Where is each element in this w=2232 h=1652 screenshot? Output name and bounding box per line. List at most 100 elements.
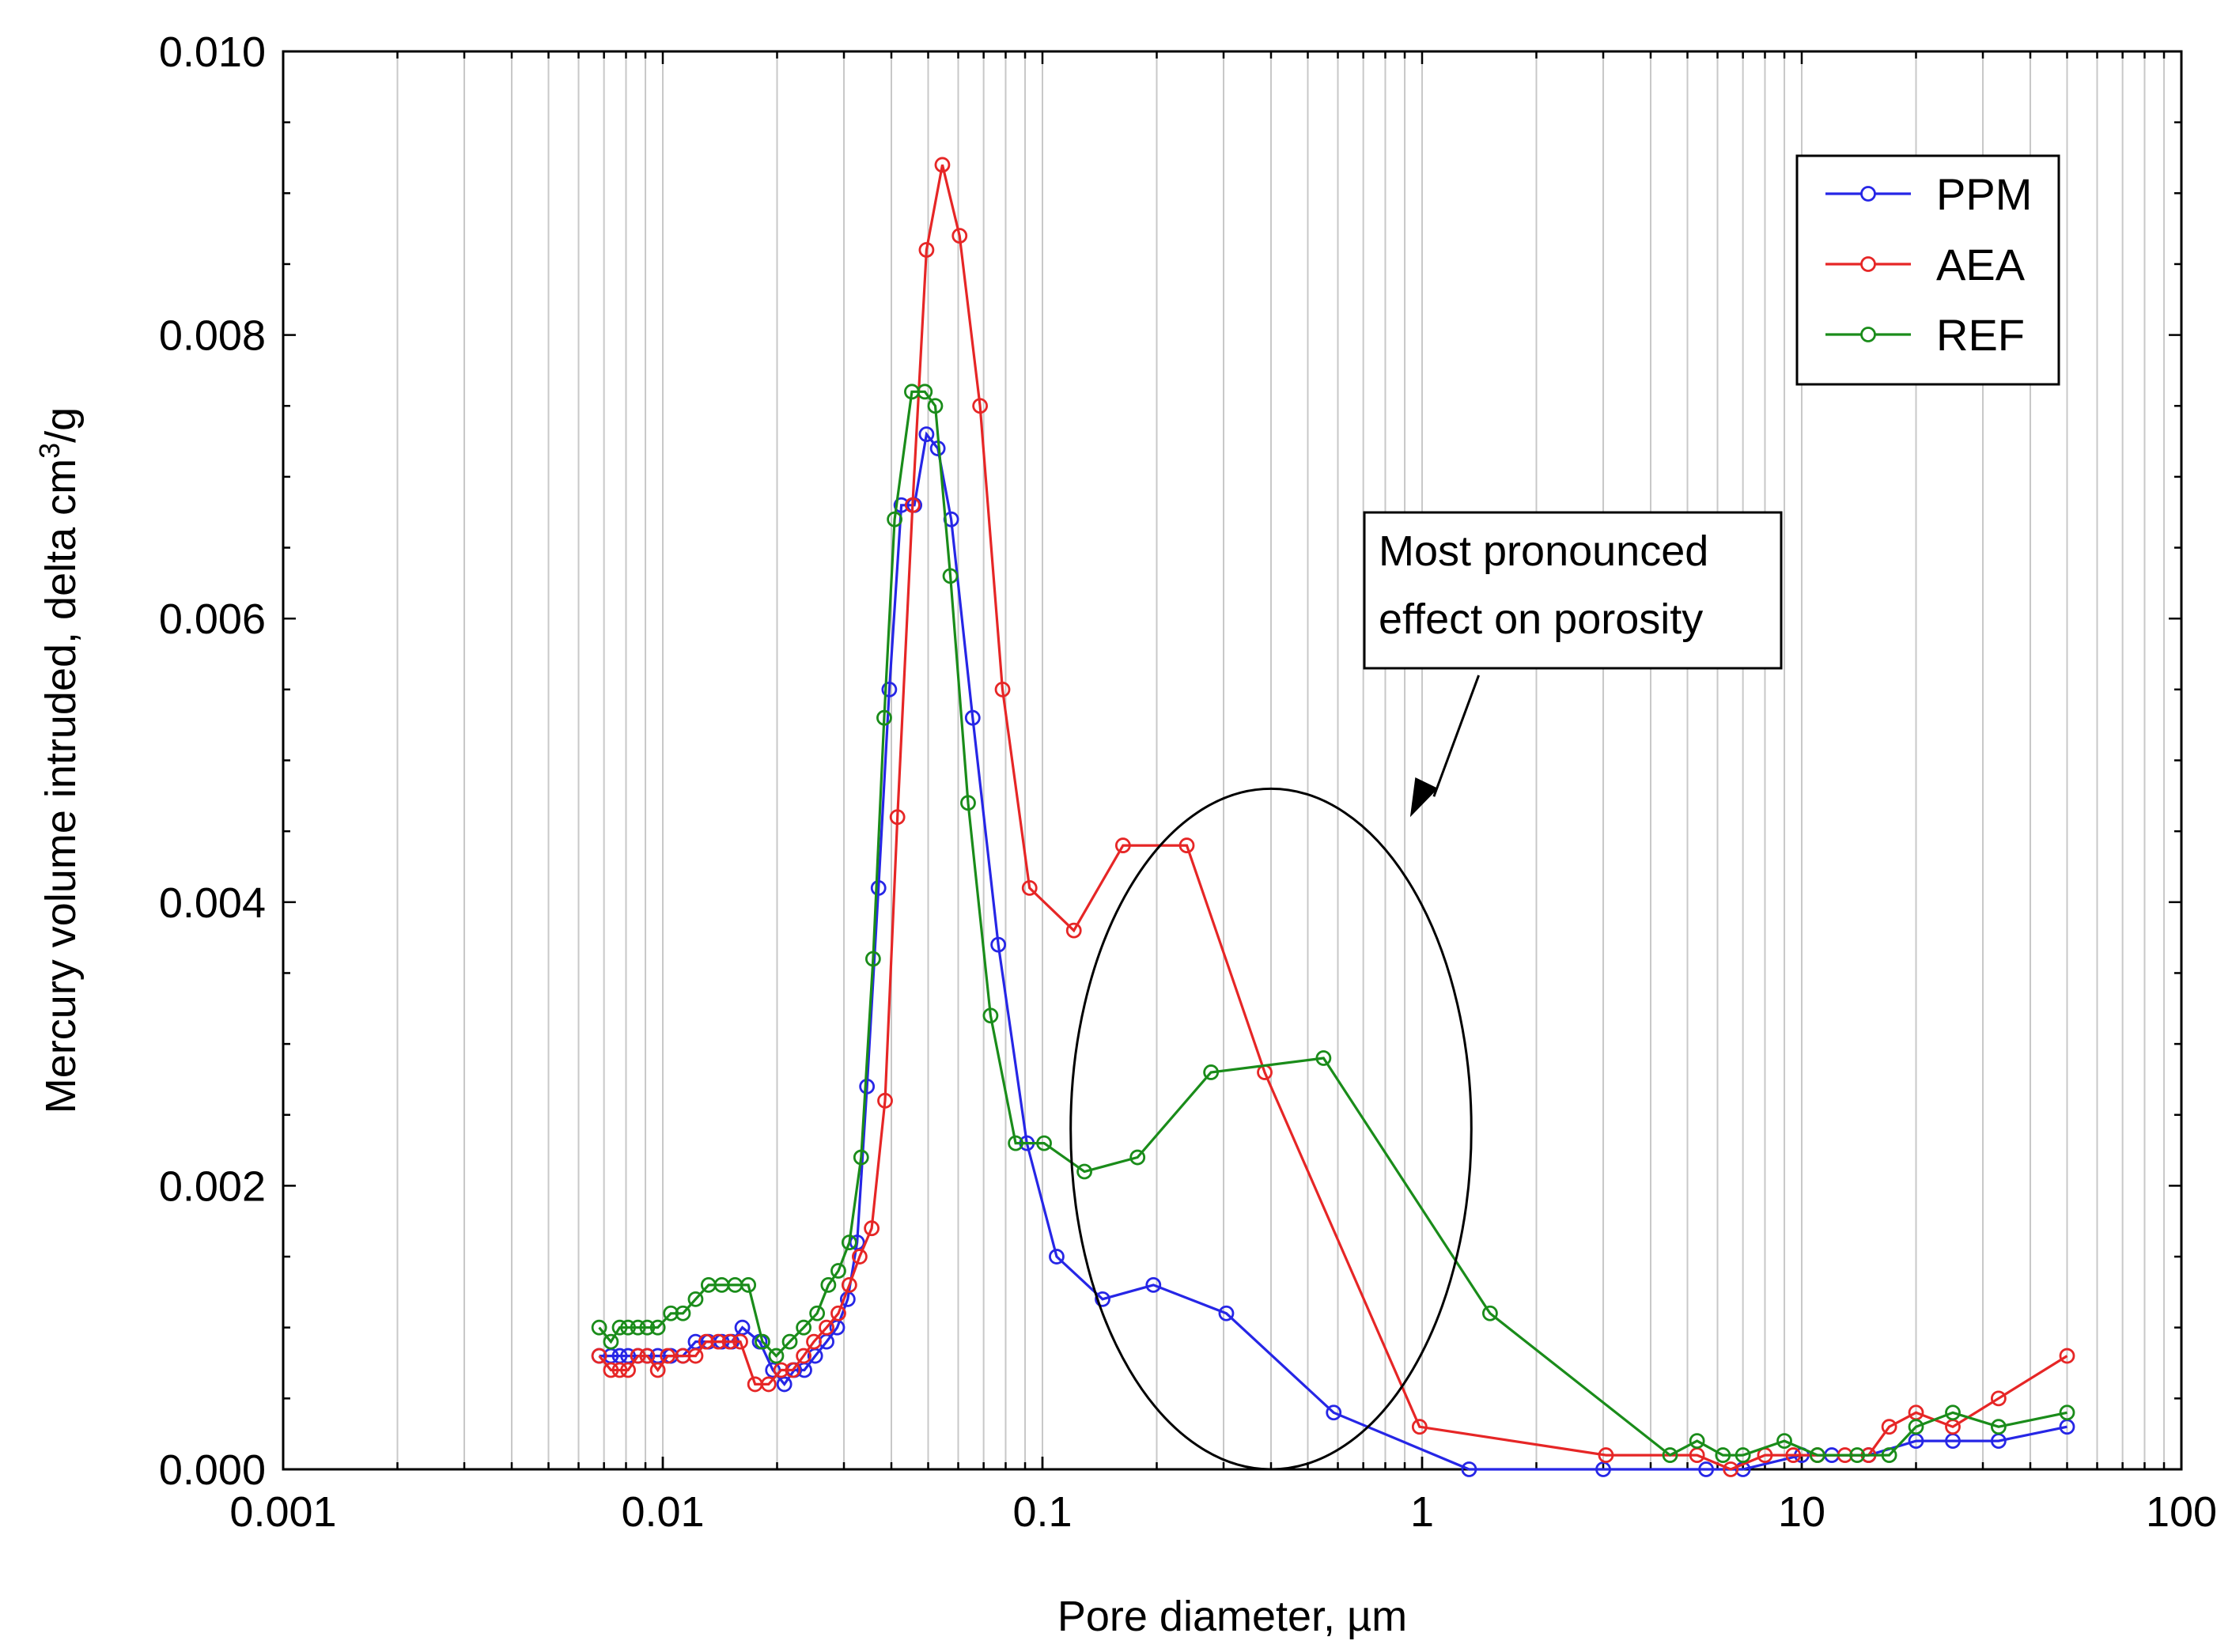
data-point: [721, 1333, 738, 1350]
data-point: [1990, 1419, 2007, 1435]
x-tick-label: 1: [1410, 1488, 1434, 1536]
data-point: [1698, 1461, 1715, 1477]
data-point: [1065, 922, 1082, 939]
data-point: [1114, 837, 1131, 853]
data-point: [851, 1249, 868, 1265]
y-axis-title-main: Mercury volume intruded, delta cm: [37, 459, 85, 1113]
data-point: [1735, 1447, 1751, 1463]
data-point: [630, 1319, 646, 1336]
annotation-arrow-head: [1409, 777, 1439, 818]
data-point: [639, 1319, 656, 1336]
data-point: [796, 1319, 812, 1336]
data-point: [773, 1362, 789, 1378]
y-tick-label: 0.006: [159, 595, 266, 643]
data-point: [934, 157, 951, 173]
x-tick-label: 0.1: [1012, 1488, 1072, 1536]
series-ref: [591, 384, 2075, 1463]
data-point: [881, 681, 898, 697]
legend-item-ppm: PPM: [1825, 169, 2032, 219]
data-point: [1049, 1249, 1065, 1265]
legend-label: PPM: [1936, 169, 2032, 219]
legend-item-ref: REF: [1825, 310, 2025, 360]
annotation-box: [1363, 511, 1783, 670]
highlight-ellipse: [1069, 787, 1473, 1471]
data-point: [990, 936, 1007, 953]
data-point: [870, 879, 887, 896]
data-point: [994, 681, 1011, 697]
data-point: [918, 426, 935, 443]
annotation-arrow-line: [1432, 675, 1481, 797]
data-point: [951, 228, 968, 244]
data-point: [649, 1319, 666, 1336]
x-tick-label: 100: [2146, 1488, 2217, 1536]
data-point: [819, 1319, 834, 1336]
data-point: [1482, 1305, 1498, 1321]
data-point: [732, 1333, 748, 1350]
data-point: [1723, 1461, 1739, 1477]
data-point: [904, 497, 921, 513]
y-tick-label: 0.002: [159, 1162, 266, 1210]
data-point: [1598, 1447, 1614, 1463]
data-point: [1129, 1149, 1146, 1166]
data-point: [611, 1319, 628, 1336]
data-point: [918, 242, 935, 258]
annotation-text: Most pronounced: [1379, 527, 1708, 575]
x-tick-label: 0.01: [621, 1488, 704, 1536]
legend-label: AEA: [1936, 240, 2026, 289]
data-point: [1218, 1305, 1235, 1321]
data-point: [1036, 1135, 1052, 1151]
data-point: [1461, 1461, 1477, 1477]
data-series: [591, 157, 2075, 1477]
data-point: [960, 795, 976, 811]
legend-label: REF: [1936, 310, 2025, 360]
data-point: [877, 1092, 893, 1109]
data-point: [1881, 1447, 1897, 1463]
data-point: [1145, 1277, 1162, 1293]
data-point: [2059, 1348, 2075, 1364]
data-point: [2059, 1404, 2075, 1421]
data-point: [1315, 1050, 1332, 1066]
data-point: [603, 1362, 619, 1378]
axes: 0.001 0.01 0.1 1 10 100 0.000 0.002 0.004 0.006 0.…: [159, 28, 2217, 1536]
data-point: [1849, 1447, 1866, 1463]
y-tick-label: 0.004: [159, 879, 266, 927]
data-point: [1008, 1135, 1024, 1151]
data-point: [620, 1362, 636, 1378]
data-point: [864, 951, 881, 967]
data-point: [603, 1333, 619, 1350]
annotation-text: effect on porosity: [1379, 595, 1703, 643]
data-point: [1945, 1404, 1961, 1421]
data-point: [830, 1305, 846, 1321]
data-point: [591, 1348, 607, 1364]
data-point: [1203, 1064, 1220, 1080]
x-tick-label: 10: [1778, 1488, 1825, 1536]
data-point: [942, 568, 959, 584]
data-point: [663, 1305, 679, 1321]
data-point: [1809, 1447, 1825, 1463]
data-point: [1715, 1447, 1731, 1463]
data-point: [1990, 1390, 2007, 1407]
data-point: [927, 398, 944, 414]
data-point: [630, 1348, 646, 1364]
data-point: [853, 1149, 869, 1166]
data-point: [760, 1376, 777, 1393]
data-point: [611, 1362, 628, 1378]
legend-item-aea: AEA: [1825, 240, 2026, 289]
data-point: [889, 809, 906, 826]
data-point: [1908, 1419, 1924, 1435]
data-point: [639, 1348, 656, 1364]
data-point: [1178, 837, 1195, 853]
data-point: [820, 1277, 837, 1293]
data-point: [755, 1333, 770, 1350]
data-point: [768, 1348, 785, 1364]
data-point: [710, 1333, 727, 1350]
data-point: [809, 1305, 826, 1321]
data-point: [1095, 1291, 1110, 1307]
data-point: [1662, 1447, 1678, 1463]
legend-swatch-marker: [1860, 186, 1876, 202]
data-point: [1776, 1433, 1792, 1450]
y-tick-label: 0.008: [159, 312, 266, 360]
y-axis-title: Mercury volume intruded, delta cm3/g: [33, 407, 85, 1113]
data-point: [1785, 1447, 1802, 1463]
data-point: [841, 1277, 857, 1293]
